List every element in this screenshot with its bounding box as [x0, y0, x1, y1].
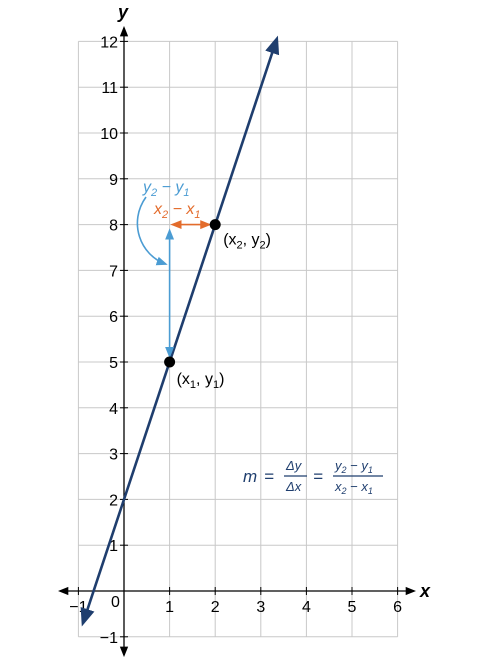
x-tick-label: 2 [211, 599, 220, 616]
x-tick-label: 5 [348, 599, 357, 616]
y-tick-label: 3 [109, 447, 118, 464]
y-tick-label: 12 [100, 34, 118, 51]
y-tick-label: 11 [101, 80, 118, 97]
x-tick-label: 4 [302, 599, 311, 616]
axes [57, 25, 417, 658]
y-tick-label: 5 [109, 355, 118, 372]
formula-denominator: x2 − x1 [334, 479, 373, 496]
formula-equals-2: = [313, 467, 323, 486]
series-layer [80, 35, 280, 627]
slope-formula: m = Δy Δx = y2 − y1 x2 − x1 [243, 458, 383, 496]
rise-pointer-curve [136, 196, 168, 266]
formula-numerator: y2 − y1 [334, 458, 373, 475]
point-label-x2-y2: (x2, y2) [223, 232, 271, 252]
formula-equals-1: = [264, 467, 274, 486]
grid-lines [77, 40, 399, 638]
line-series [80, 35, 280, 627]
y-tick-label: 2 [109, 492, 118, 509]
x-tick-label: 3 [256, 599, 265, 616]
y-axis-name: y [117, 2, 129, 22]
run-label: x2 − x1 [153, 201, 200, 221]
y-tick-label: 9 [109, 172, 118, 189]
formula-delta-x: Δx [285, 479, 302, 494]
point-x2-y2 [209, 219, 221, 231]
y-tick-label: 4 [109, 401, 118, 418]
point-label-x1-y1: (x1, y1) [177, 371, 225, 391]
y-tick-label: 10 [100, 126, 118, 143]
y-tick-label: 8 [109, 218, 118, 235]
origin-label: 0 [111, 594, 120, 611]
formula-delta-y: Δy [285, 458, 303, 473]
formula-m: m [243, 467, 257, 486]
x-axis-name: x [419, 581, 431, 601]
rise-label: y2 − y1 [142, 179, 189, 199]
y-tick-label: 6 [109, 309, 118, 326]
y-tick-label: 7 [109, 263, 118, 280]
x-tick-label: 6 [393, 599, 402, 616]
point-x1-y1 [164, 356, 176, 368]
x-tick-label: 1 [165, 599, 174, 616]
y-tick-label: −1 [100, 630, 118, 647]
